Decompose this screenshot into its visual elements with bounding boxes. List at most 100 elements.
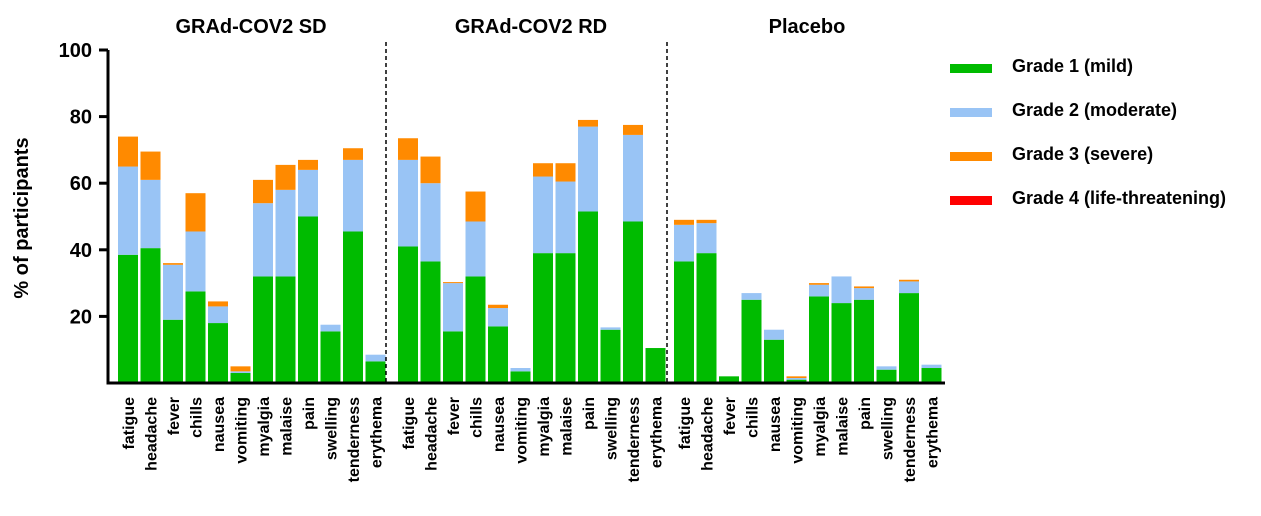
y-axis-label: % of participants (11, 137, 33, 298)
bar-segment-grade3 (854, 286, 874, 289)
bar-segment-grade1 (253, 276, 273, 383)
bar-segment-grade1 (118, 254, 138, 383)
bar-segment-grade2 (533, 176, 553, 254)
bar-segment-grade3 (253, 179, 273, 204)
bar-segment-grade2 (696, 223, 717, 254)
x-tick-label: headache (424, 397, 441, 471)
bar-segment-grade2 (140, 179, 161, 249)
bar-segment-grade1 (185, 291, 206, 383)
bars (118, 119, 942, 383)
legend-swatch (950, 196, 992, 205)
x-tick-label: fever (166, 397, 183, 435)
bar-segment-grade3 (443, 282, 463, 284)
bar-segment-grade1 (764, 339, 784, 383)
bar-segment-grade1 (555, 253, 576, 383)
x-tick-label: swelling (880, 397, 897, 460)
x-tick-label: nausea (211, 397, 228, 452)
bar-segment-grade1 (831, 303, 852, 383)
bar-segment-grade3 (465, 191, 486, 222)
x-tick-label: headache (144, 397, 161, 471)
bar-segment-grade1 (275, 276, 296, 383)
x-tick-label: tenderness (902, 397, 919, 482)
bar-segment-grade1 (533, 253, 553, 383)
legend-item: Grade 1 (mild) (950, 52, 1255, 96)
x-tick-label: chills (469, 397, 486, 438)
x-tick-label: malaise (559, 397, 576, 456)
x-tick-label: chills (189, 397, 206, 438)
panel-title: GRAd-COV2 SD (175, 16, 326, 38)
bar-segment-grade1 (674, 261, 694, 383)
legend-item: Grade 4 (life-threatening) (950, 184, 1255, 228)
bar-segment-grade3 (398, 138, 418, 160)
y-tick-label: 80 (70, 107, 92, 129)
bar-segment-grade1 (600, 329, 621, 383)
legend-label: Grade 4 (life-threatening) (1012, 188, 1227, 208)
bar-segment-grade1 (443, 331, 463, 383)
x-tick-label: pain (301, 397, 318, 430)
bar-segment-grade1 (510, 371, 531, 383)
bar-segment-grade3 (786, 376, 807, 379)
x-tick-label: pain (581, 397, 598, 430)
panel-title: Placebo (769, 16, 846, 38)
bar-segment-grade1 (921, 368, 942, 383)
bar-segment-grade1 (809, 296, 829, 383)
bar-segment-grade1 (298, 216, 318, 383)
bar-segment-grade1 (899, 293, 919, 383)
bar-segment-grade2 (230, 371, 251, 374)
legend-label: Grade 1 (mild) (1012, 56, 1134, 76)
bar-segment-grade2 (320, 324, 341, 332)
bar-segment-grade2 (674, 224, 694, 262)
axes: 20 40 60 80 100 (59, 40, 945, 385)
x-tick-label: erythema (649, 397, 666, 468)
legend-swatch (950, 108, 992, 117)
x-tick-label: fatigue (121, 397, 138, 450)
bar-segment-grade3 (185, 193, 206, 232)
bar-segment-grade2 (809, 284, 829, 297)
bar-segment-grade1 (343, 231, 363, 383)
x-tick-label: malaise (835, 397, 852, 456)
panel-title: GRAd-COV2 RD (455, 16, 607, 38)
bar-segment-grade2 (298, 169, 318, 217)
y-tick-label: 60 (70, 173, 92, 195)
bar-segment-grade1 (854, 299, 874, 383)
bar-segment-grade3 (230, 366, 251, 372)
bar-segment-grade2 (275, 189, 296, 277)
x-tick-label: malaise (279, 397, 296, 456)
bar-segment-grade2 (510, 368, 531, 372)
bar-segment-grade1 (320, 331, 341, 383)
bar-segment-grade3 (118, 136, 138, 167)
bar-segment-grade1 (465, 276, 486, 383)
x-tick-label: fatigue (677, 397, 694, 450)
x-tick-label: headache (700, 397, 717, 471)
bar-segment-grade1 (365, 361, 386, 383)
legend-item: Grade 2 (moderate) (950, 96, 1255, 140)
x-tick-label: nausea (491, 397, 508, 452)
x-tick-label: vomiting (514, 397, 531, 464)
bar-segment-grade2 (600, 327, 621, 330)
x-tick-labels: fatigue headache fever chills nausea vomiting… (121, 397, 942, 482)
bar-segment-grade1 (163, 319, 183, 383)
x-tick-label: vomiting (234, 397, 251, 464)
legend-label: Grade 2 (moderate) (1012, 100, 1178, 120)
bar-segment-grade3 (578, 119, 598, 127)
bar-segment-grade3 (809, 283, 829, 285)
bar-segment-grade1 (719, 376, 739, 383)
bar-segment-grade2 (185, 231, 206, 292)
bar-segment-grade2 (465, 221, 486, 277)
bar-segment-grade2 (365, 354, 386, 362)
legend-swatch (950, 152, 992, 161)
bar-segment-grade3 (343, 148, 363, 160)
legend-swatch (950, 64, 992, 73)
x-tick-label: myalgia (256, 397, 273, 457)
bar-segment-grade2 (741, 293, 762, 300)
bar-segment-grade3 (140, 151, 161, 180)
legend-item: Grade 3 (severe) (950, 140, 1255, 184)
y-tick-label: 20 (70, 306, 92, 328)
panel-titles: GRAd-COV2 SD GRAd-COV2 RD Placebo (175, 16, 845, 38)
bar-segment-grade2 (163, 264, 183, 320)
bar-segment-grade1 (786, 379, 807, 383)
x-tick-label: fever (446, 397, 463, 435)
bar-segment-grade2 (208, 306, 228, 324)
bar-segment-grade1 (230, 373, 251, 383)
bar-segment-grade1 (645, 348, 666, 383)
